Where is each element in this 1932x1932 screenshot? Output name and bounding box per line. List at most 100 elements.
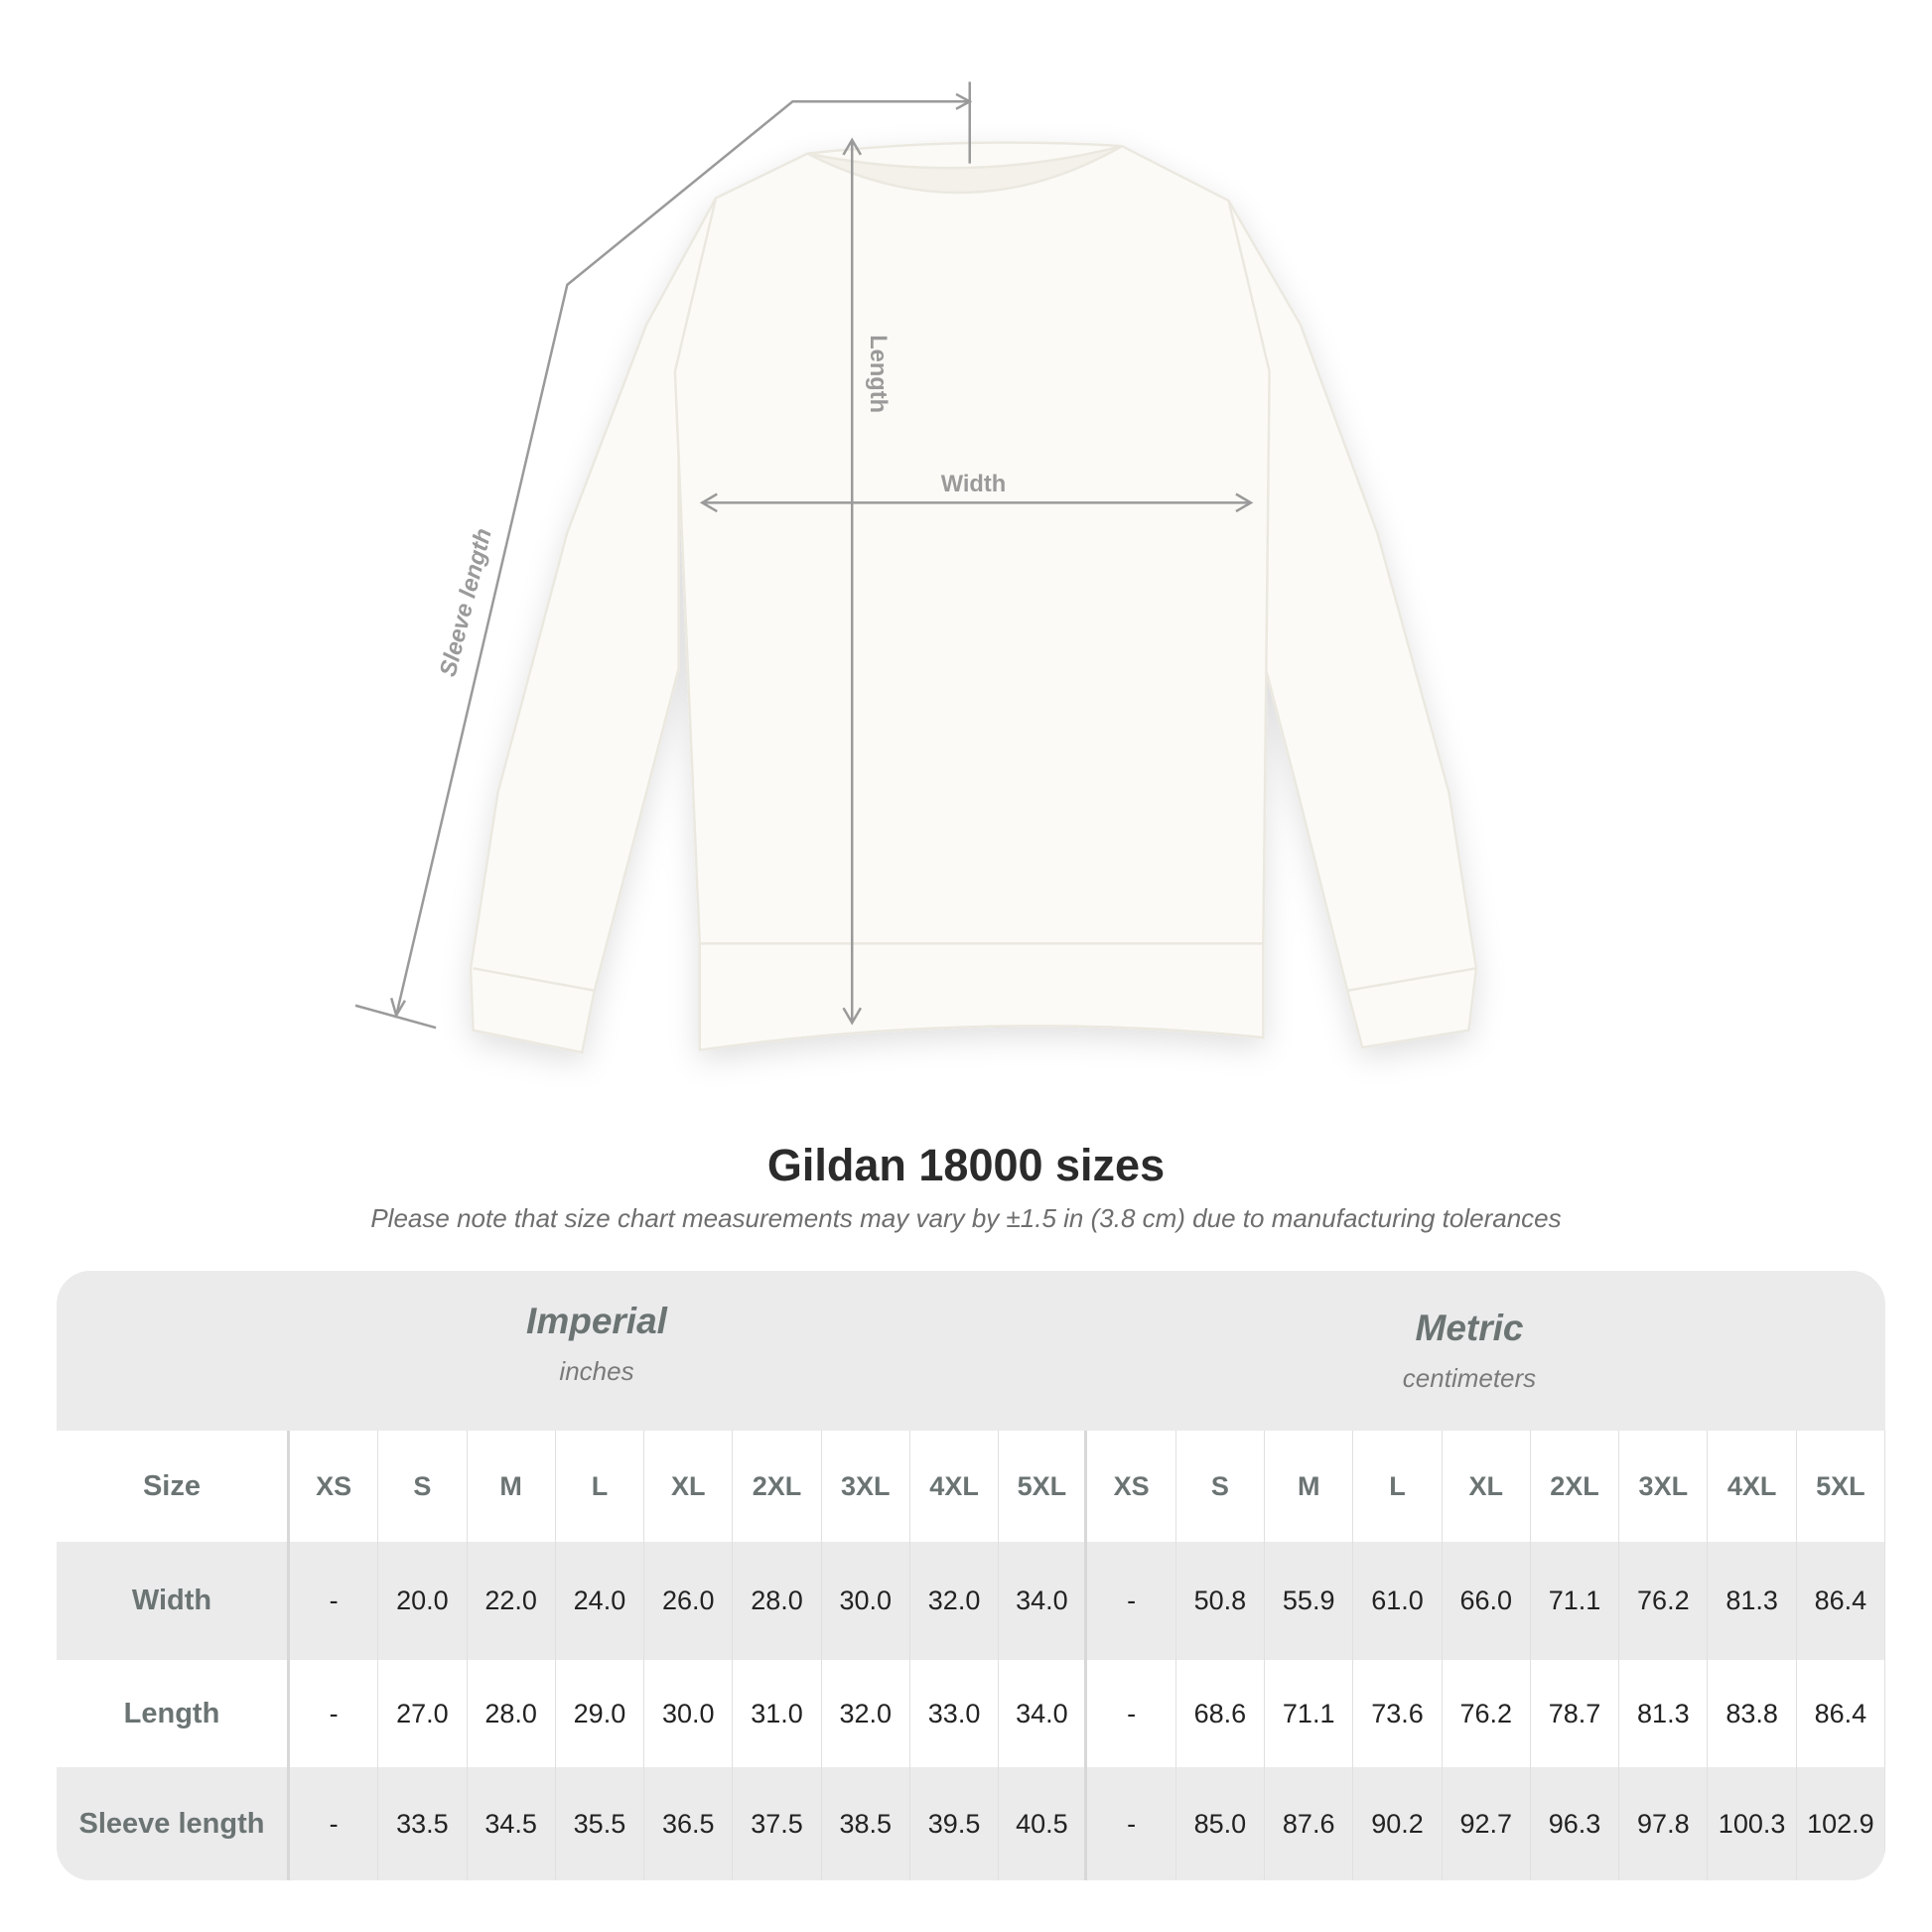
- table-cell-imperial: 33.5: [378, 1767, 468, 1880]
- size-header-imperial: 4XL: [910, 1431, 1000, 1542]
- table-cell-metric: 81.3: [1619, 1660, 1709, 1767]
- table-cell-metric: 102.9: [1797, 1767, 1885, 1880]
- length-arrow-bottom: [842, 1007, 863, 1026]
- width-arrow-left: [699, 492, 718, 513]
- table-cell-imperial: 26.0: [644, 1542, 734, 1660]
- table-cell-imperial: 33.0: [910, 1660, 1000, 1767]
- size-header-imperial: L: [556, 1431, 645, 1542]
- table-cell-imperial: 30.0: [644, 1660, 734, 1767]
- table-cell-metric: 96.3: [1531, 1767, 1620, 1880]
- table-cell-metric: 90.2: [1353, 1767, 1443, 1880]
- table-cell-metric: 71.1: [1265, 1660, 1354, 1767]
- table-cell-imperial: 34.0: [999, 1542, 1088, 1660]
- body: [673, 141, 1271, 1052]
- table-cell-metric: 61.0: [1353, 1542, 1443, 1660]
- sleeve-length-label: Sleeve length: [436, 526, 497, 679]
- row-label: Length: [57, 1660, 290, 1767]
- sleeve-arrow-top: [955, 92, 973, 110]
- size-header-imperial: XL: [644, 1431, 734, 1542]
- size-header-imperial: 3XL: [822, 1431, 910, 1542]
- length-label: Length: [865, 335, 891, 413]
- table-cell-imperial: -: [290, 1542, 379, 1660]
- size-header-imperial: 5XL: [999, 1431, 1088, 1542]
- table-cell-metric: 78.7: [1531, 1660, 1620, 1767]
- table-cell-metric: 86.4: [1797, 1542, 1885, 1660]
- table-cell-metric: 55.9: [1265, 1542, 1354, 1660]
- size-header-imperial: 2XL: [733, 1431, 822, 1542]
- header-band: [57, 1271, 1885, 1431]
- table-cell-metric: 92.7: [1443, 1767, 1531, 1880]
- size-header-imperial: M: [468, 1431, 556, 1542]
- table-cell-imperial: 36.5: [644, 1767, 734, 1880]
- table-cell-imperial: 29.0: [556, 1660, 645, 1767]
- measurement-lines: [354, 81, 1254, 1030]
- left-sleeve: [469, 197, 718, 1054]
- length-arrow-top: [842, 137, 863, 156]
- table-cell-metric: 85.0: [1176, 1767, 1266, 1880]
- size-header-imperial: XS: [290, 1431, 379, 1542]
- imperial-group: Imperial inches: [299, 1301, 895, 1387]
- table-cell-metric: 81.3: [1708, 1542, 1797, 1660]
- table-cell-imperial: 32.0: [822, 1660, 910, 1767]
- size-header-metric: 4XL: [1708, 1431, 1797, 1542]
- table-cell-metric: 66.0: [1443, 1542, 1531, 1660]
- sweatshirt-diagram: Length Width Sleeve length: [354, 81, 1478, 1054]
- table-cell-imperial: 34.5: [468, 1767, 556, 1880]
- table-cell-imperial: -: [290, 1767, 379, 1880]
- size-header-metric: 5XL: [1797, 1431, 1885, 1542]
- collar: [806, 144, 1123, 195]
- table-cell-imperial: 34.0: [999, 1660, 1088, 1767]
- cuff-right: [1346, 967, 1477, 993]
- size-header-metric: L: [1353, 1431, 1443, 1542]
- table-cell-imperial: 32.0: [910, 1542, 1000, 1660]
- table-cell-metric: 76.2: [1443, 1660, 1531, 1767]
- table-cell-metric: 83.8: [1708, 1660, 1797, 1767]
- sleeve-arrow-bottom: [389, 997, 406, 1019]
- metric-unit: centimeters: [1402, 1363, 1537, 1393]
- size-header-metric: 3XL: [1619, 1431, 1709, 1542]
- size-header-metric: XS: [1087, 1431, 1176, 1542]
- imperial-title: Imperial: [526, 1301, 667, 1341]
- imperial-unit: inches: [559, 1356, 634, 1386]
- sleeve-line: [394, 100, 970, 1017]
- width-label: Width: [941, 472, 1007, 497]
- tolerance-note: Please note that size chart measurements…: [370, 1203, 1562, 1233]
- metric-title: Metric: [1415, 1308, 1524, 1348]
- table-cell-metric: -: [1087, 1542, 1176, 1660]
- table-cell-metric: 73.6: [1353, 1660, 1443, 1767]
- chart-title: Gildan 18000 sizes: [766, 1140, 1166, 1190]
- table-cell-metric: -: [1087, 1767, 1176, 1880]
- table-cell-metric: 76.2: [1619, 1542, 1709, 1660]
- table-cell-metric: 100.3: [1708, 1767, 1797, 1880]
- table-cell-imperial: 40.5: [999, 1767, 1088, 1880]
- size-header-metric: S: [1176, 1431, 1266, 1542]
- row-label: Sleeve length: [57, 1767, 290, 1880]
- table-cell-imperial: 39.5: [910, 1767, 1000, 1880]
- table-cell-metric: 71.1: [1531, 1542, 1620, 1660]
- sleeve-bottom-tick: [354, 1004, 437, 1030]
- table-cell-imperial: 20.0: [378, 1542, 468, 1660]
- table-cell-imperial: 37.5: [733, 1767, 822, 1880]
- table-cell-imperial: 24.0: [556, 1542, 645, 1660]
- table-cell-metric: 87.6: [1265, 1767, 1354, 1880]
- row-label: Width: [57, 1542, 290, 1660]
- table-row-sleeve-length: Sleeve length -33.5 34.5 35.5 36.5 37.5 38.5 39…: [57, 1767, 1885, 1880]
- table-cell-metric: 86.4: [1797, 1660, 1885, 1767]
- size-header-imperial: S: [378, 1431, 468, 1542]
- table-cell-imperial: -: [290, 1660, 379, 1767]
- cuff-left: [473, 967, 595, 992]
- table-cell-imperial: 35.5: [556, 1767, 645, 1880]
- table-cell-metric: 68.6: [1176, 1660, 1266, 1767]
- size-header-metric: M: [1265, 1431, 1354, 1542]
- table-cell-imperial: 28.0: [733, 1542, 822, 1660]
- width-arrow-right: [1235, 492, 1254, 513]
- table-cell-metric: 97.8: [1619, 1767, 1709, 1880]
- table-cell-metric: 50.8: [1176, 1542, 1266, 1660]
- table-cell-imperial: 27.0: [378, 1660, 468, 1767]
- size-table: Imperial inches Metric centimeters Size …: [57, 1271, 1885, 1880]
- table-cell-imperial: 38.5: [822, 1767, 910, 1880]
- size-header-metric: XL: [1443, 1431, 1531, 1542]
- sweatshirt-image: [469, 141, 1478, 1054]
- table-cell-imperial: 22.0: [468, 1542, 556, 1660]
- size-header-row: Size XS S M L XL 2XL 3XL 4XL 5XL XS S M L XL 2XL 3XL 4XL…: [57, 1431, 1885, 1542]
